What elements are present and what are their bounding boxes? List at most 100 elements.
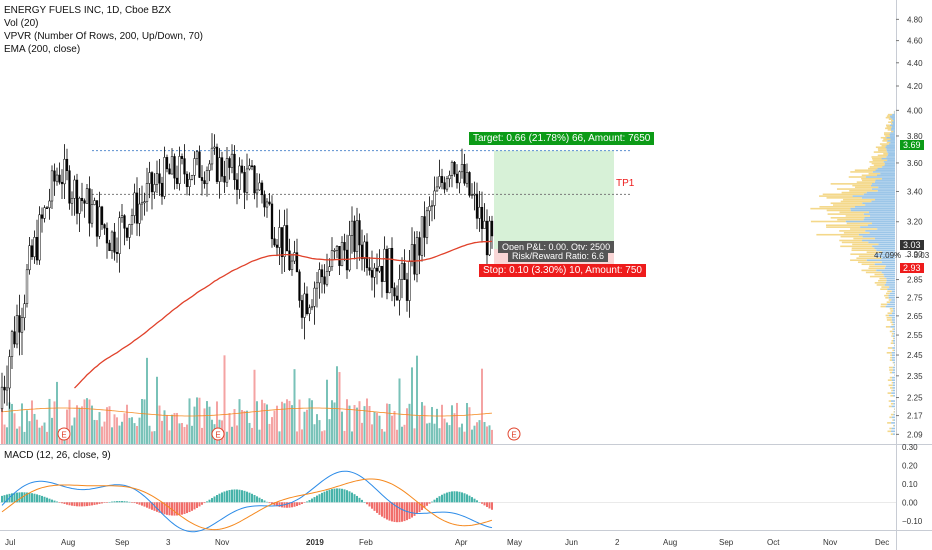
macd-histogram-bar: [491, 502, 493, 510]
vpvr-row-down: [876, 284, 885, 286]
candle-body: [180, 156, 184, 159]
macd-histogram-bar: [411, 502, 413, 518]
candle-body: [18, 315, 21, 333]
macd-histogram-bar: [228, 490, 231, 503]
vpvr-row-up: [889, 286, 895, 288]
candle-body: [418, 237, 421, 256]
vpvr-row-down: [875, 146, 886, 149]
vpvr-row-down: [887, 113, 893, 116]
time-tick-label: 2019: [306, 538, 324, 547]
vpvr-row-up: [884, 162, 895, 165]
macd-histogram-bar: [211, 498, 213, 503]
stop-label[interactable]: Stop: 0.10 (3.30%) 10, Amount: 750: [479, 264, 646, 277]
macd-histogram-bar: [286, 502, 288, 508]
vpvr-row-down: [868, 267, 885, 270]
vpvr-row-up: [890, 116, 895, 119]
macd-histogram-bar: [173, 502, 176, 516]
vpvr-row-down: [890, 387, 893, 389]
vpvr-row-up: [876, 249, 895, 252]
target-label[interactable]: Target: 0.66 (21.78%) 66, Amount: 7650: [469, 132, 655, 145]
volume-bar: [426, 423, 428, 444]
candle-body: [390, 247, 394, 289]
macd-histogram-bar: [263, 500, 266, 503]
volume-bar: [248, 422, 251, 444]
macd-histogram-bar: [123, 501, 126, 503]
vpvr-row-up: [872, 222, 895, 225]
price-tick-label: 4.40: [907, 59, 923, 68]
vpvr-row-down: [836, 188, 872, 190]
vpvr-row-up: [888, 143, 895, 145]
candle-body: [490, 220, 494, 237]
candle-body: [30, 245, 34, 258]
vpvr-row-up: [872, 245, 895, 248]
vpvr-row-up: [887, 154, 895, 157]
candle-body: [443, 182, 446, 190]
vpvr-row-up: [886, 148, 895, 150]
macd-histogram-bar: [58, 502, 61, 503]
vpvr-row-up: [891, 299, 895, 301]
macd-histogram-bar: [103, 502, 106, 503]
vpvr-row-down: [878, 279, 887, 282]
candle-body: [473, 193, 476, 196]
candle-body: [80, 197, 84, 201]
vpvr-row-up: [888, 297, 895, 299]
candle-body: [138, 203, 141, 224]
vpvr-row-down: [865, 271, 882, 274]
macd-histogram-bar: [48, 498, 51, 503]
volume-bar: [216, 401, 218, 444]
candle-body: [100, 206, 104, 225]
vpvr-row-down: [881, 286, 890, 288]
macd-histogram-bar: [328, 489, 331, 503]
legend-ema: EMA (200, close): [4, 44, 81, 55]
vpvr-row-down: [890, 356, 892, 359]
macd-tick-label: 0.20: [902, 461, 918, 470]
volume-bar: [88, 399, 91, 444]
candle-body: [5, 387, 9, 391]
macd-histogram-bar: [193, 502, 196, 510]
candle-body: [350, 220, 354, 236]
volume-bar: [408, 403, 411, 444]
candle-body: [478, 206, 481, 219]
volume-bar: [123, 413, 126, 444]
volume-bar: [401, 426, 403, 444]
volume-bar: [353, 405, 356, 444]
vpvr-row-up: [892, 369, 895, 371]
candle-body: [185, 173, 189, 187]
vpvr-row-up: [865, 230, 895, 232]
macd-histogram-bar: [111, 501, 113, 503]
vpvr-row-up: [891, 392, 895, 394]
macd-histogram-bar: [438, 496, 441, 503]
vpvr-row-down: [840, 235, 863, 238]
volume-bar: [451, 405, 453, 444]
macd-histogram-bar: [1, 495, 3, 503]
legend-title: ENERGY FUELS INC, 1D, Cboe BZX: [4, 5, 172, 16]
macd-histogram-bar: [443, 493, 446, 503]
candle-body: [55, 174, 59, 182]
volume-bar: [476, 422, 478, 444]
macd-histogram-bar: [236, 489, 238, 503]
candle-body: [400, 263, 404, 280]
macd-histogram-bar: [461, 492, 463, 503]
vpvr-row-down: [890, 310, 894, 312]
candle-body: [95, 200, 99, 237]
candle-body: [405, 279, 409, 301]
vpvr-row-up: [893, 381, 895, 384]
time-tick-label: Apr: [455, 538, 468, 547]
vpvr-row-down: [888, 384, 893, 387]
vpvr-row-up: [854, 206, 895, 208]
vpvr-row-down: [843, 232, 870, 234]
vpvr-row-down: [810, 220, 846, 223]
volume-bar: [348, 405, 351, 444]
vpvr-row-up: [892, 335, 895, 337]
vpvr-row-down: [893, 110, 895, 113]
vpvr-row-down: [886, 319, 892, 321]
vpvr-row-down: [853, 237, 875, 240]
earnings-marker-label: E: [61, 431, 66, 440]
vpvr-row-down: [858, 255, 876, 257]
candle-body: [295, 252, 299, 273]
vpvr-row-down: [883, 152, 889, 155]
macd-pane: [0, 470, 896, 533]
vpvr-row-up: [890, 129, 895, 131]
